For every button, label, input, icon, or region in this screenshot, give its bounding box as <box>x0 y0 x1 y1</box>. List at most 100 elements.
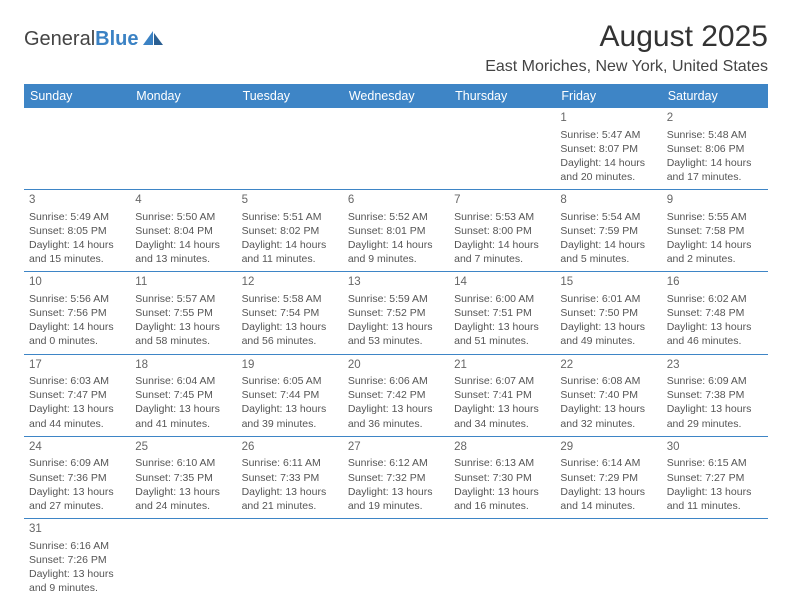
day-number: 13 <box>348 275 444 291</box>
daylight-line: Daylight: 13 hours and 14 minutes. <box>560 485 656 513</box>
day-number: 3 <box>29 193 125 209</box>
calendar-cell: 30Sunrise: 6:15 AMSunset: 7:27 PMDayligh… <box>662 436 768 518</box>
sunset-line: Sunset: 8:06 PM <box>667 142 763 156</box>
calendar-cell: 17Sunrise: 6:03 AMSunset: 7:47 PMDayligh… <box>24 354 130 436</box>
calendar-cell: 8Sunrise: 5:54 AMSunset: 7:59 PMDaylight… <box>555 190 661 272</box>
sunset-line: Sunset: 7:41 PM <box>454 388 550 402</box>
day-number: 31 <box>29 522 125 538</box>
daylight-line: Daylight: 14 hours and 15 minutes. <box>29 238 125 266</box>
calendar-cell: 23Sunrise: 6:09 AMSunset: 7:38 PMDayligh… <box>662 354 768 436</box>
sunset-line: Sunset: 7:36 PM <box>29 471 125 485</box>
sunrise-line: Sunrise: 6:09 AM <box>29 456 125 470</box>
day-number: 1 <box>560 111 656 127</box>
daylight-line: Daylight: 13 hours and 56 minutes. <box>242 320 338 348</box>
sunrise-line: Sunrise: 6:14 AM <box>560 456 656 470</box>
daylight-line: Daylight: 14 hours and 2 minutes. <box>667 238 763 266</box>
sunset-line: Sunset: 7:38 PM <box>667 388 763 402</box>
calendar-cell <box>662 519 768 601</box>
location-text: East Moriches, New York, United States <box>485 58 768 76</box>
sunset-line: Sunset: 7:54 PM <box>242 306 338 320</box>
sunset-line: Sunset: 7:47 PM <box>29 388 125 402</box>
daylight-line: Daylight: 13 hours and 27 minutes. <box>29 485 125 513</box>
sunrise-line: Sunrise: 6:10 AM <box>135 456 231 470</box>
calendar-cell: 16Sunrise: 6:02 AMSunset: 7:48 PMDayligh… <box>662 272 768 354</box>
sunrise-line: Sunrise: 6:07 AM <box>454 374 550 388</box>
sunset-line: Sunset: 7:32 PM <box>348 471 444 485</box>
calendar-cell: 24Sunrise: 6:09 AMSunset: 7:36 PMDayligh… <box>24 436 130 518</box>
day-number: 8 <box>560 193 656 209</box>
day-number: 18 <box>135 358 231 374</box>
day-number: 30 <box>667 440 763 456</box>
calendar-cell: 18Sunrise: 6:04 AMSunset: 7:45 PMDayligh… <box>130 354 236 436</box>
day-number: 9 <box>667 193 763 209</box>
day-number: 4 <box>135 193 231 209</box>
sunset-line: Sunset: 7:56 PM <box>29 306 125 320</box>
day-number: 20 <box>348 358 444 374</box>
sunset-line: Sunset: 8:02 PM <box>242 224 338 238</box>
calendar-cell: 19Sunrise: 6:05 AMSunset: 7:44 PMDayligh… <box>237 354 343 436</box>
logo-sail-icon <box>141 29 165 47</box>
sunrise-line: Sunrise: 5:47 AM <box>560 128 656 142</box>
day-header: Monday <box>130 84 236 108</box>
calendar-cell: 11Sunrise: 5:57 AMSunset: 7:55 PMDayligh… <box>130 272 236 354</box>
day-number: 21 <box>454 358 550 374</box>
day-number: 7 <box>454 193 550 209</box>
sunrise-line: Sunrise: 6:16 AM <box>29 539 125 553</box>
day-header: Wednesday <box>343 84 449 108</box>
sunset-line: Sunset: 7:29 PM <box>560 471 656 485</box>
calendar-cell: 14Sunrise: 6:00 AMSunset: 7:51 PMDayligh… <box>449 272 555 354</box>
sunrise-line: Sunrise: 6:02 AM <box>667 292 763 306</box>
sunset-line: Sunset: 8:07 PM <box>560 142 656 156</box>
daylight-line: Daylight: 14 hours and 20 minutes. <box>560 156 656 184</box>
calendar-cell: 4Sunrise: 5:50 AMSunset: 8:04 PMDaylight… <box>130 190 236 272</box>
sunrise-line: Sunrise: 6:06 AM <box>348 374 444 388</box>
calendar-cell: 28Sunrise: 6:13 AMSunset: 7:30 PMDayligh… <box>449 436 555 518</box>
sunset-line: Sunset: 8:00 PM <box>454 224 550 238</box>
calendar-cell <box>237 519 343 601</box>
sunrise-line: Sunrise: 6:09 AM <box>667 374 763 388</box>
sunrise-line: Sunrise: 6:03 AM <box>29 374 125 388</box>
sunset-line: Sunset: 7:48 PM <box>667 306 763 320</box>
daylight-line: Daylight: 14 hours and 11 minutes. <box>242 238 338 266</box>
sunrise-line: Sunrise: 6:12 AM <box>348 456 444 470</box>
day-number: 2 <box>667 111 763 127</box>
sunrise-line: Sunrise: 6:15 AM <box>667 456 763 470</box>
sunset-line: Sunset: 7:30 PM <box>454 471 550 485</box>
day-number: 10 <box>29 275 125 291</box>
daylight-line: Daylight: 13 hours and 9 minutes. <box>29 567 125 595</box>
calendar-cell <box>130 108 236 190</box>
calendar-cell: 21Sunrise: 6:07 AMSunset: 7:41 PMDayligh… <box>449 354 555 436</box>
sunrise-line: Sunrise: 6:05 AM <box>242 374 338 388</box>
daylight-line: Daylight: 13 hours and 32 minutes. <box>560 402 656 430</box>
daylight-line: Daylight: 13 hours and 58 minutes. <box>135 320 231 348</box>
sunrise-line: Sunrise: 5:57 AM <box>135 292 231 306</box>
day-number: 25 <box>135 440 231 456</box>
calendar-cell: 10Sunrise: 5:56 AMSunset: 7:56 PMDayligh… <box>24 272 130 354</box>
day-number: 19 <box>242 358 338 374</box>
daylight-line: Daylight: 13 hours and 39 minutes. <box>242 402 338 430</box>
calendar-cell: 5Sunrise: 5:51 AMSunset: 8:02 PMDaylight… <box>237 190 343 272</box>
sunrise-line: Sunrise: 5:59 AM <box>348 292 444 306</box>
sunrise-line: Sunrise: 6:01 AM <box>560 292 656 306</box>
sunset-line: Sunset: 7:58 PM <box>667 224 763 238</box>
day-number: 15 <box>560 275 656 291</box>
day-number: 11 <box>135 275 231 291</box>
calendar-cell: 26Sunrise: 6:11 AMSunset: 7:33 PMDayligh… <box>237 436 343 518</box>
daylight-line: Daylight: 14 hours and 9 minutes. <box>348 238 444 266</box>
day-number: 6 <box>348 193 444 209</box>
sunset-line: Sunset: 7:42 PM <box>348 388 444 402</box>
calendar-cell <box>237 108 343 190</box>
daylight-line: Daylight: 13 hours and 19 minutes. <box>348 485 444 513</box>
sunset-line: Sunset: 7:55 PM <box>135 306 231 320</box>
daylight-line: Daylight: 14 hours and 0 minutes. <box>29 320 125 348</box>
calendar-cell <box>24 108 130 190</box>
day-header: Saturday <box>662 84 768 108</box>
day-header: Sunday <box>24 84 130 108</box>
sunset-line: Sunset: 7:59 PM <box>560 224 656 238</box>
calendar-cell <box>343 519 449 601</box>
calendar-cell: 22Sunrise: 6:08 AMSunset: 7:40 PMDayligh… <box>555 354 661 436</box>
day-number: 23 <box>667 358 763 374</box>
day-number: 27 <box>348 440 444 456</box>
logo-text-1: General <box>24 28 95 51</box>
sunrise-line: Sunrise: 5:55 AM <box>667 210 763 224</box>
